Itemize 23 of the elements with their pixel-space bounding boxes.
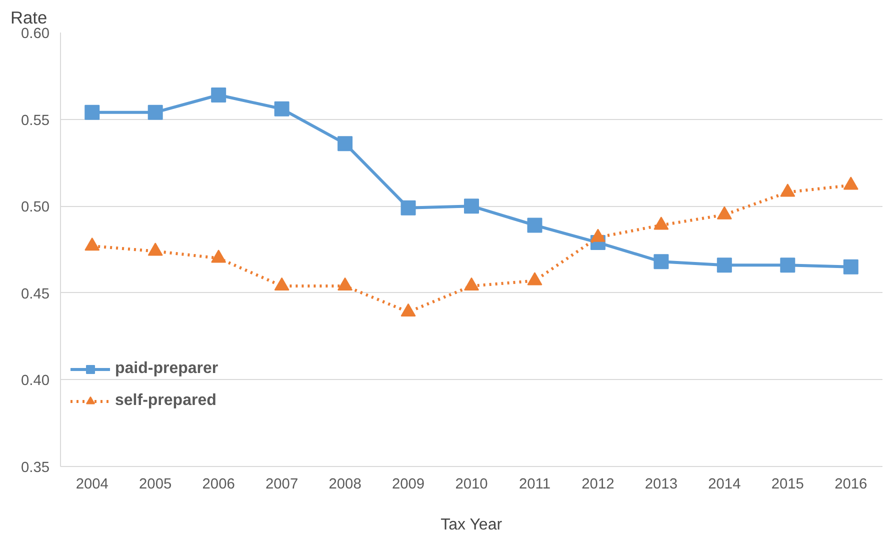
x-axis-title: Tax Year bbox=[440, 516, 503, 534]
x-tick-label: 2007 bbox=[266, 476, 298, 492]
y-axis-title: Rate bbox=[10, 8, 48, 28]
y-tick-label: 0.40 bbox=[20, 373, 50, 390]
x-tick-label: 2005 bbox=[139, 476, 172, 492]
x-tick-label: 2011 bbox=[518, 476, 551, 492]
y-tick-label: 0.50 bbox=[20, 200, 50, 216]
x-tick-label: 2004 bbox=[76, 476, 108, 492]
x-tick-label: 2015 bbox=[771, 476, 804, 492]
legend-label: self-prepared bbox=[115, 392, 216, 410]
y-tick-label: 0.45 bbox=[20, 286, 50, 302]
x-tick-label: 2008 bbox=[328, 476, 362, 492]
y-tick-label: 0.60 bbox=[20, 26, 50, 42]
x-tick-label: 2006 bbox=[202, 476, 235, 492]
y-tick-label: 0.35 bbox=[20, 460, 50, 476]
x-tick-label: 2016 bbox=[834, 476, 868, 492]
x-tick-label: 2013 bbox=[644, 476, 678, 492]
y-tick-label: 0.55 bbox=[20, 112, 50, 129]
legend-label: paid-preparer bbox=[115, 360, 218, 378]
x-tick-label: 2009 bbox=[392, 476, 425, 492]
x-tick-label: 2010 bbox=[455, 476, 488, 492]
x-tick-label: 2014 bbox=[708, 476, 741, 492]
x-tick-label: 2012 bbox=[582, 476, 614, 492]
